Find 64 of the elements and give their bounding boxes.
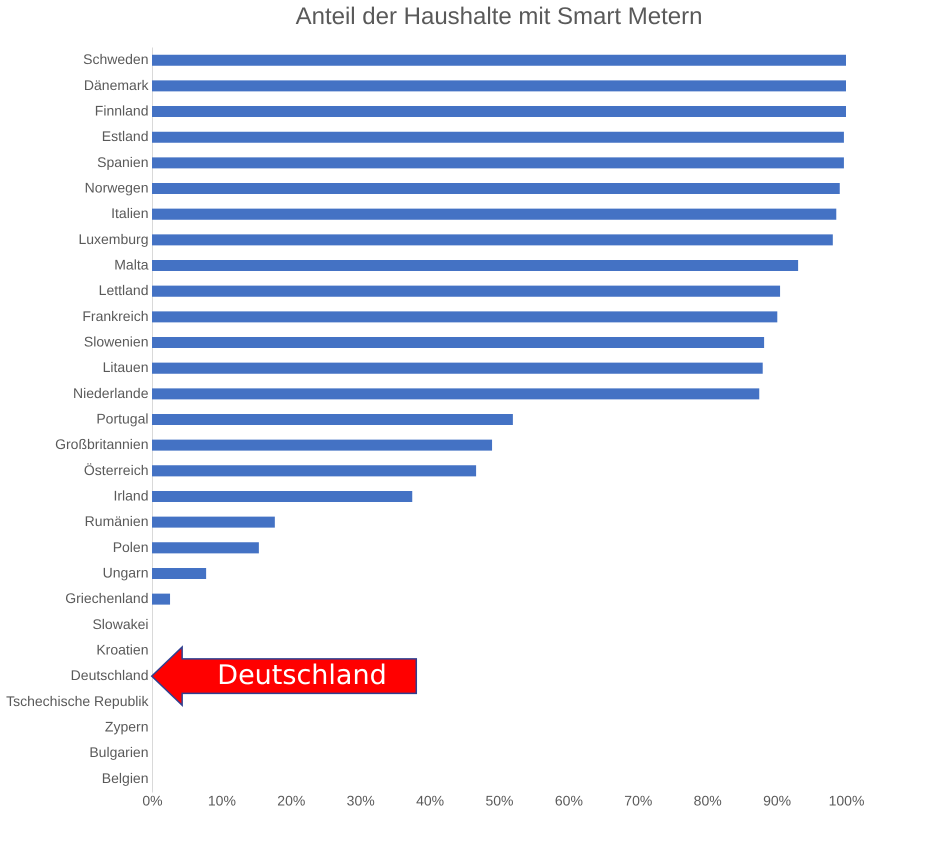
- y-tick-label: Bulgarien: [89, 744, 148, 760]
- y-tick-label: Portugal: [96, 410, 148, 426]
- y-tick-label: Polen: [112, 538, 148, 555]
- y-tick-label: Italien: [111, 205, 148, 222]
- x-tick-label: 70%: [624, 792, 652, 808]
- x-tick-label: 20%: [277, 792, 306, 808]
- y-tick-label: Schweden: [83, 51, 148, 68]
- bar: [152, 568, 206, 579]
- bar: [152, 465, 476, 476]
- y-tick-label: Malta: [114, 256, 149, 273]
- y-tick-label: Österreich: [84, 462, 148, 478]
- y-tick-label: Irland: [113, 487, 148, 504]
- bar: [152, 54, 846, 66]
- x-tick-label: 40%: [416, 792, 444, 808]
- x-tick-label: 80%: [694, 792, 722, 808]
- bar: [152, 106, 846, 118]
- y-tick-label: Spanien: [97, 154, 148, 170]
- bar: [152, 234, 833, 246]
- y-tick-label: Luxemburg: [78, 230, 148, 247]
- bar: [152, 388, 760, 400]
- y-tick-label: Slowakei: [92, 616, 148, 632]
- bar: [152, 286, 780, 297]
- x-tick-label: 100%: [828, 792, 864, 808]
- y-tick-label: Griechenland: [65, 590, 148, 606]
- bar: [152, 362, 763, 374]
- y-tick-label: Rumänien: [84, 513, 148, 530]
- y-tick-label: Niederlande: [73, 384, 149, 401]
- bar: [152, 490, 412, 502]
- y-tick-label: Lettland: [98, 282, 148, 298]
- bar: [152, 157, 844, 168]
- bar: [152, 311, 778, 322]
- x-tick-label: 50%: [485, 792, 514, 808]
- y-tick-label: Deutschland: [70, 667, 148, 684]
- y-tick-label: Tschechische Republik: [6, 692, 150, 709]
- chart-title: Anteil der Haushalte mit Smart Metern: [296, 3, 702, 30]
- y-tick-label: Slowenien: [84, 334, 148, 350]
- y-tick-label: Belgien: [102, 770, 148, 786]
- x-tick-label: 60%: [554, 792, 583, 808]
- y-tick-label: Großbritannien: [55, 436, 148, 452]
- bar: [152, 440, 492, 451]
- bar: [152, 183, 840, 194]
- annotation: Deutschland: [217, 660, 387, 692]
- y-tick-label: Estland: [102, 128, 148, 144]
- x-tick-label: 90%: [763, 792, 792, 808]
- y-tick-label: Litauen: [102, 359, 148, 376]
- y-tick-label: Norwegen: [84, 180, 148, 196]
- y-tick-label: Ungarn: [102, 564, 148, 580]
- bar: [152, 80, 846, 92]
- y-tick-label: Dänemark: [84, 76, 150, 93]
- bar: [152, 260, 798, 272]
- bar: [152, 414, 513, 426]
- bar: [152, 208, 836, 220]
- bar: [152, 594, 170, 605]
- x-tick-label: 30%: [346, 792, 375, 808]
- bar: [152, 132, 844, 143]
- y-tick-label: Finnland: [94, 102, 148, 119]
- bar: [152, 542, 259, 554]
- y-tick-label: Kroatien: [96, 641, 148, 658]
- y-tick-label: Frankreich: [82, 308, 148, 324]
- bar: [152, 336, 764, 348]
- x-tick-label: 10%: [208, 792, 236, 808]
- y-tick-label: Zypern: [104, 718, 148, 734]
- x-tick-label: 0%: [142, 792, 163, 808]
- bar: [152, 516, 275, 528]
